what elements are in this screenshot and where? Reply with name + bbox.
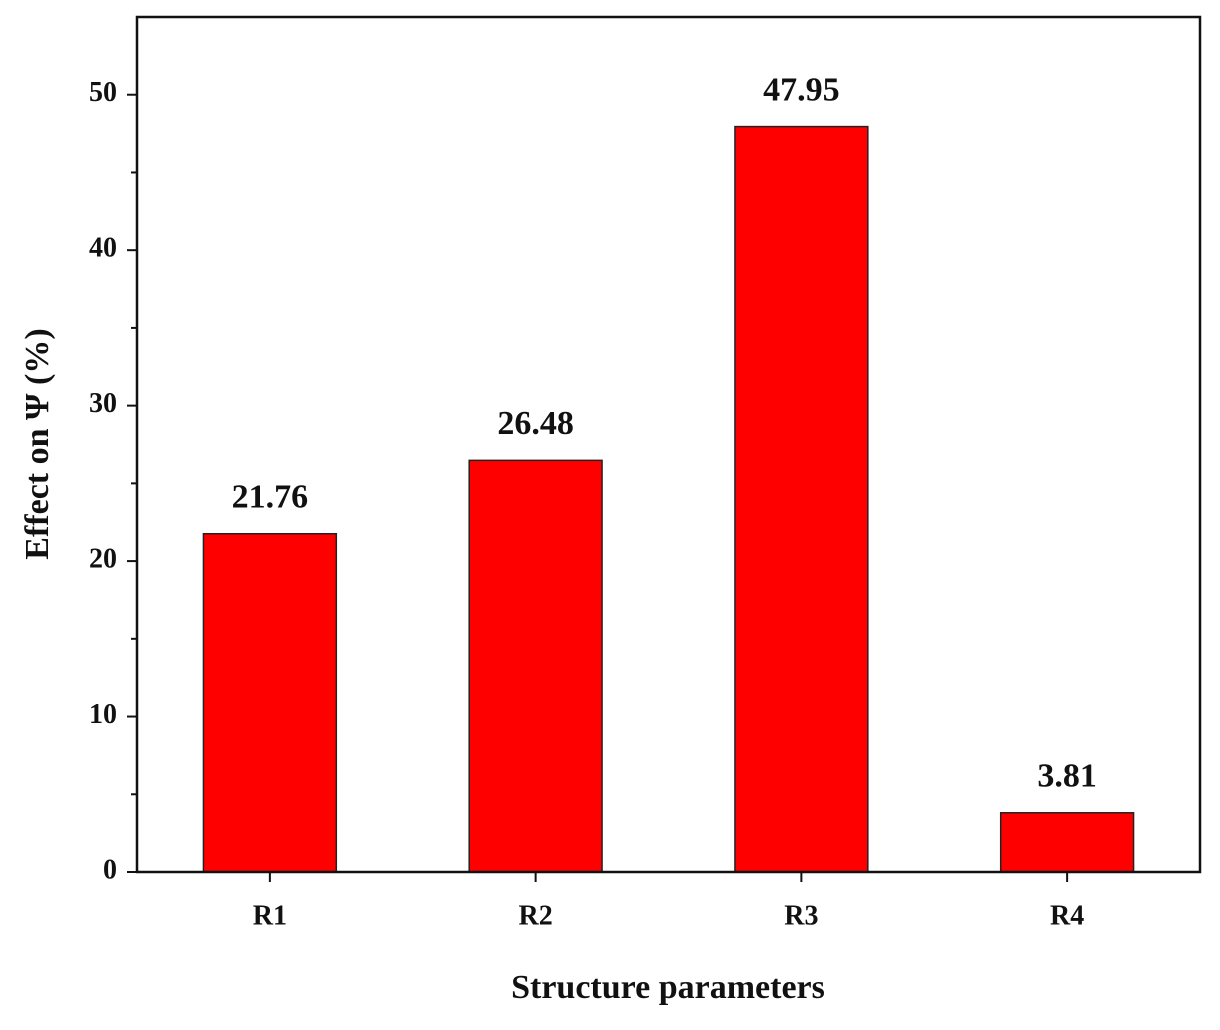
x-axis-label: Structure parameters xyxy=(511,969,825,1006)
y-tick-label: 0 xyxy=(103,854,117,885)
x-tick-label: R3 xyxy=(784,900,818,931)
y-tick-label: 40 xyxy=(89,233,117,264)
plot-frame xyxy=(135,15,1202,874)
x-tick-label: R1 xyxy=(253,900,287,931)
bar xyxy=(999,812,1135,873)
bar xyxy=(734,125,869,873)
value-label: 3.81 xyxy=(1037,758,1097,795)
bar xyxy=(202,532,338,873)
y-tick-label: 50 xyxy=(89,77,117,108)
value-label: 47.95 xyxy=(763,71,840,108)
x-tick-label: R2 xyxy=(519,900,553,931)
bar xyxy=(468,459,603,873)
y-tick-label: 10 xyxy=(89,699,117,730)
value-label: 21.76 xyxy=(232,479,309,516)
value-label: 26.48 xyxy=(497,405,574,442)
x-tick-label: R4 xyxy=(1050,900,1084,931)
y-tick-label: 20 xyxy=(89,544,117,575)
y-axis-label: Effect on Ψ (%) xyxy=(19,328,56,559)
y-tick-label: 30 xyxy=(89,388,117,419)
